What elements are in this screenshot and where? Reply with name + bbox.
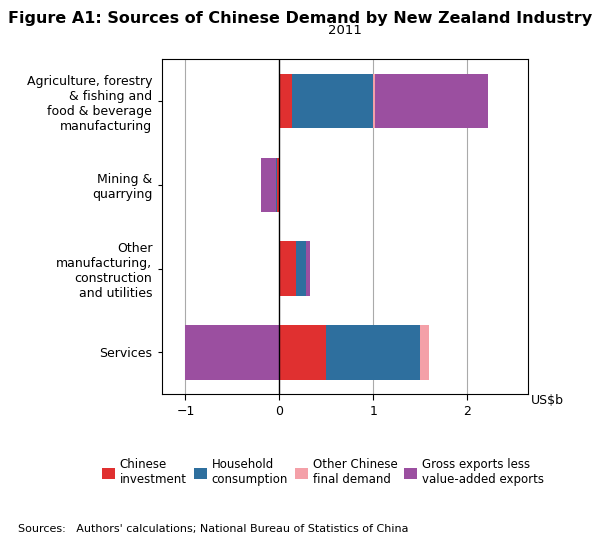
Bar [326,325,420,380]
Bar [373,74,375,129]
Bar [296,241,305,296]
Bar [262,158,275,212]
Bar [185,325,280,380]
Bar [305,241,310,296]
Bar [292,74,373,129]
Bar [420,325,430,380]
Bar [275,158,277,212]
Title: 2011: 2011 [328,24,362,37]
Text: Sources:   Authors' calculations; National Bureau of Statistics of China: Sources: Authors' calculations; National… [18,523,409,534]
Text: Figure A1: Sources of Chinese Demand by New Zealand Industry: Figure A1: Sources of Chinese Demand by … [8,11,592,26]
Legend: Chinese
investment, Household
consumption, Other Chinese
final demand, Gross exp: Chinese investment, Household consumptio… [97,454,549,491]
Bar [375,74,488,129]
Bar [280,325,326,380]
Bar [280,74,292,129]
Bar [280,241,296,296]
Text: US$b: US$b [531,394,564,407]
Bar [277,158,280,212]
